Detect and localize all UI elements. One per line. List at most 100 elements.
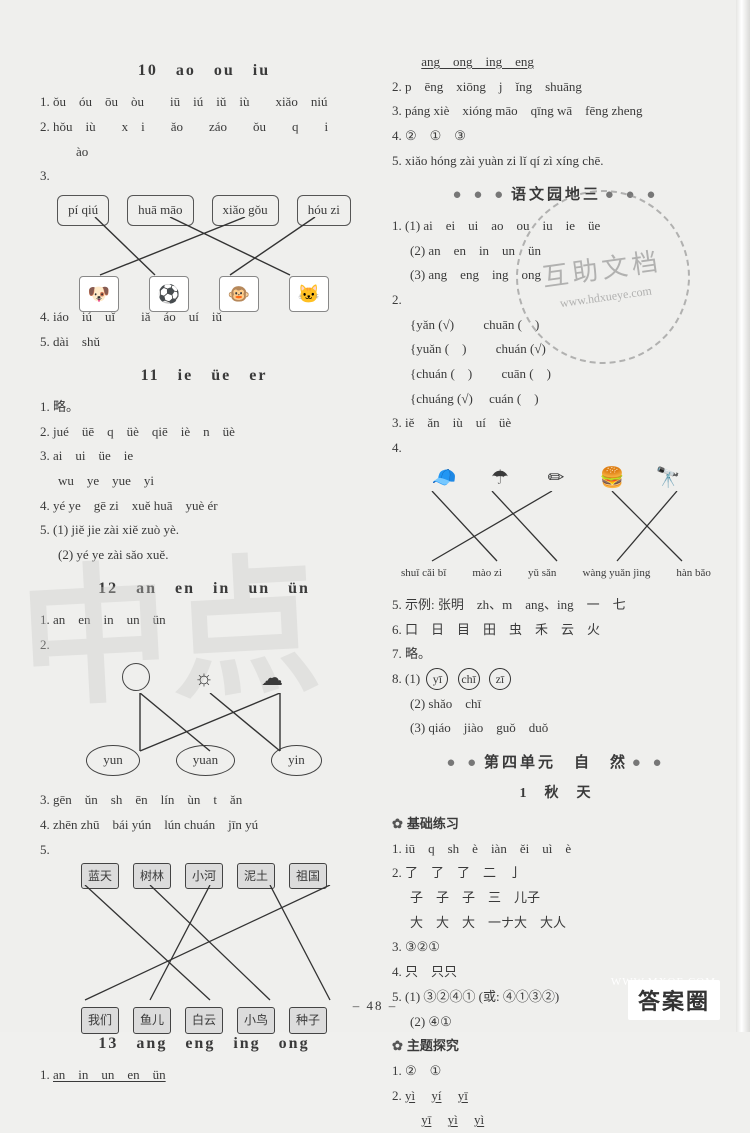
- u4-h1: 基础练习: [392, 812, 720, 837]
- u: yì: [448, 1112, 458, 1127]
- t: chuán ( ): [416, 366, 472, 381]
- tag: 小鸟: [237, 1007, 275, 1034]
- cont-l1-prefix: [392, 54, 418, 69]
- word-box: hóu zi: [297, 195, 351, 226]
- s11-q5a: 5. (1) jiě jie zài xiě zuò yè.: [40, 518, 368, 543]
- dots-left: ● ● ●: [453, 187, 508, 203]
- s11-q5b: (2) yé ye zài sǎo xuě.: [40, 543, 368, 568]
- worksheet-page: 中点 10 ao ou iu 1. ǒu óu ōu òu iū iú iǔ i…: [0, 0, 750, 1032]
- t: cuān ( ): [475, 366, 550, 381]
- u4-l2c: 大 大 大 一ナ大 大人: [392, 911, 720, 936]
- yd3-q3: 3. iě ǎn iù uí üè: [392, 411, 720, 436]
- t: yǎn (: [416, 317, 442, 332]
- circled: yī: [426, 668, 448, 690]
- s12-q2-label: 2.: [40, 633, 368, 658]
- tag: 我们: [81, 1007, 119, 1034]
- s12-graph-bot: 我们 鱼儿 白云 小鸟 种子: [40, 1007, 368, 1034]
- yd3-icons: 🧢 ☂ ✏ 🍔 🔭: [392, 463, 720, 493]
- t: chuáng (: [416, 391, 461, 406]
- s11-q1: 1. 略。: [40, 395, 368, 420]
- yd3-q4-label: 4.: [392, 436, 720, 461]
- s12-graph: 蓝天 树林 小河 泥土 祖国 我们 鱼儿 白云 小鸟: [40, 863, 368, 1023]
- b1: {yǎn (√) chuān ( ): [410, 313, 720, 338]
- u4-l2b: 子 子 子 三 儿子: [392, 886, 720, 911]
- cont-l5: 5. xiǎo hóng zài yuàn zi lǐ qí zì xíng c…: [392, 149, 720, 174]
- u4-m3: yī yì yì: [392, 1108, 720, 1133]
- word-box: huā māo: [127, 195, 193, 226]
- page-number: – 48 –: [353, 998, 398, 1014]
- s13-q1-u: an in un en ün: [53, 1067, 166, 1082]
- s10-box-row: pí qiú huā māo xiǎo gǒu hóu zi: [40, 195, 368, 226]
- unit4-text: 第四单元 自 然: [484, 755, 628, 771]
- telescope-icon: 🔭: [650, 463, 686, 493]
- word-box: pí qiú: [57, 195, 109, 226]
- s12-graph-lines: [40, 885, 368, 1003]
- b3: {chuán ( ) cuān ( ): [410, 362, 720, 387]
- cont-l1-u: ang ong ing eng: [421, 54, 534, 69]
- yd3-brace-block: {yǎn (√) chuān ( ) {yuǎn ( ) chuán (√) {…: [392, 313, 720, 412]
- yd3-q1b: (2) an en in un ün: [392, 239, 720, 264]
- cap-icon: 🧢: [426, 463, 462, 493]
- circled: chī: [458, 668, 480, 690]
- s10-title: 10 ao ou iu: [40, 56, 368, 86]
- tag: 白云: [185, 1007, 223, 1034]
- umbrella-icon: ☂: [482, 463, 518, 493]
- yd3-labels: shuǐ cǎi bǐ mào zi yǔ sǎn wàng yuǎn jìng…: [392, 563, 720, 584]
- footer-brand: 答案圈: [628, 980, 720, 1020]
- t: cuán ( ): [476, 391, 538, 406]
- dog-icon: 🐶: [79, 276, 119, 312]
- pen-icon: ✏: [538, 463, 574, 493]
- left-column: 10 ao ou iu 1. ǒu óu ōu òu iū iú iǔ iù x…: [40, 50, 380, 1032]
- b4: {chuáng (√) cuán ( ): [410, 387, 720, 412]
- s11-title: 11 ie üe er: [40, 361, 368, 391]
- dots-right: ● ●: [632, 755, 666, 771]
- cont-l3: 3. páng xiè xióng māo qīng wā fēng zheng: [392, 99, 720, 124]
- u4-l1: 1. iū q sh è iàn ěi uì è: [392, 837, 720, 862]
- s12-q3: 3. gēn ǔn sh ēn lín ùn t ǎn: [40, 788, 368, 813]
- t: chuān ( ): [457, 317, 539, 332]
- yd3-q8b: (2) shǎo chī: [392, 692, 720, 717]
- s13-q1-prefix: 1.: [40, 1067, 53, 1082]
- b2: {yuǎn ( ) chuán (√): [410, 337, 720, 362]
- lbl: hàn bǎo: [676, 563, 711, 584]
- s10-lines: [40, 217, 368, 277]
- s11-q3a: 3. ai ui üe ie: [40, 444, 368, 469]
- tag: 种子: [289, 1007, 327, 1034]
- yd3-q8c: (3) qiáo jiào guǒ duǒ: [392, 716, 720, 741]
- sun-shape: ☼: [187, 663, 221, 691]
- yd3-q5: 5. 示例: 张明 zh、m ang、ing 一 七: [392, 593, 720, 618]
- u4-l2a: 2. 了 了 了 二 亅: [392, 861, 720, 886]
- yd3-q8a: 8. (1) yī chī zī: [392, 667, 720, 692]
- circled: zī: [489, 668, 511, 690]
- s12-title: 12 an en in un ün: [40, 574, 368, 604]
- unit4-sub: 1 秋 天: [392, 781, 720, 808]
- u: yí: [431, 1088, 441, 1103]
- ball-icon: ⚽: [149, 276, 189, 312]
- monkey-icon: 🐵: [219, 276, 259, 312]
- s12-q4: 4. zhēn zhū bái yún lún chuán jīn yú: [40, 813, 368, 838]
- page-binding-edge: [736, 0, 750, 1032]
- yd3-match: 🧢 ☂ ✏ 🍔 🔭 shuǐ cǎi bǐ mào zi yǔ sǎn: [392, 463, 720, 593]
- word-box: xiǎo gǒu: [212, 195, 279, 226]
- u: yī: [421, 1112, 431, 1127]
- burger-icon: 🍔: [594, 463, 630, 493]
- lbl: mào zi: [472, 563, 502, 584]
- t: ): [469, 391, 473, 406]
- s11-q3b: wu ye yue yi: [40, 469, 368, 494]
- s11-q4: 4. yé ye gē zi xuě huā yuè ér: [40, 494, 368, 519]
- t: 2.: [392, 1088, 405, 1103]
- s12-match: ☼ ☁ yun yuan yin: [40, 663, 368, 788]
- s10-match: pí qiú huā māo xiǎo gǒu hóu zi 🐶 ⚽ 🐵 🐱: [40, 195, 368, 305]
- yd3-title-text: 语文园地三: [511, 187, 601, 203]
- moon-shape: [119, 663, 153, 691]
- yd3-q2-label: 2.: [392, 288, 720, 313]
- u4-m1: 1. ② ①: [392, 1059, 720, 1084]
- yd3-title: ● ● ● 语文园地三 ● ● ●: [392, 181, 720, 210]
- cont-l2: 2. p ēng xiōng j ǐng shuāng: [392, 75, 720, 100]
- cont-l4: 4. ② ① ③: [392, 124, 720, 149]
- yd3-q6: 6. 口 日 目 田 虫 禾 云 火: [392, 618, 720, 643]
- u: yì: [474, 1112, 484, 1127]
- unit4-title: ● ● 第四单元 自 然 ● ●: [392, 749, 720, 778]
- yd3-q1c: (3) ang eng ing ong: [392, 263, 720, 288]
- dots-left: ● ●: [446, 755, 480, 771]
